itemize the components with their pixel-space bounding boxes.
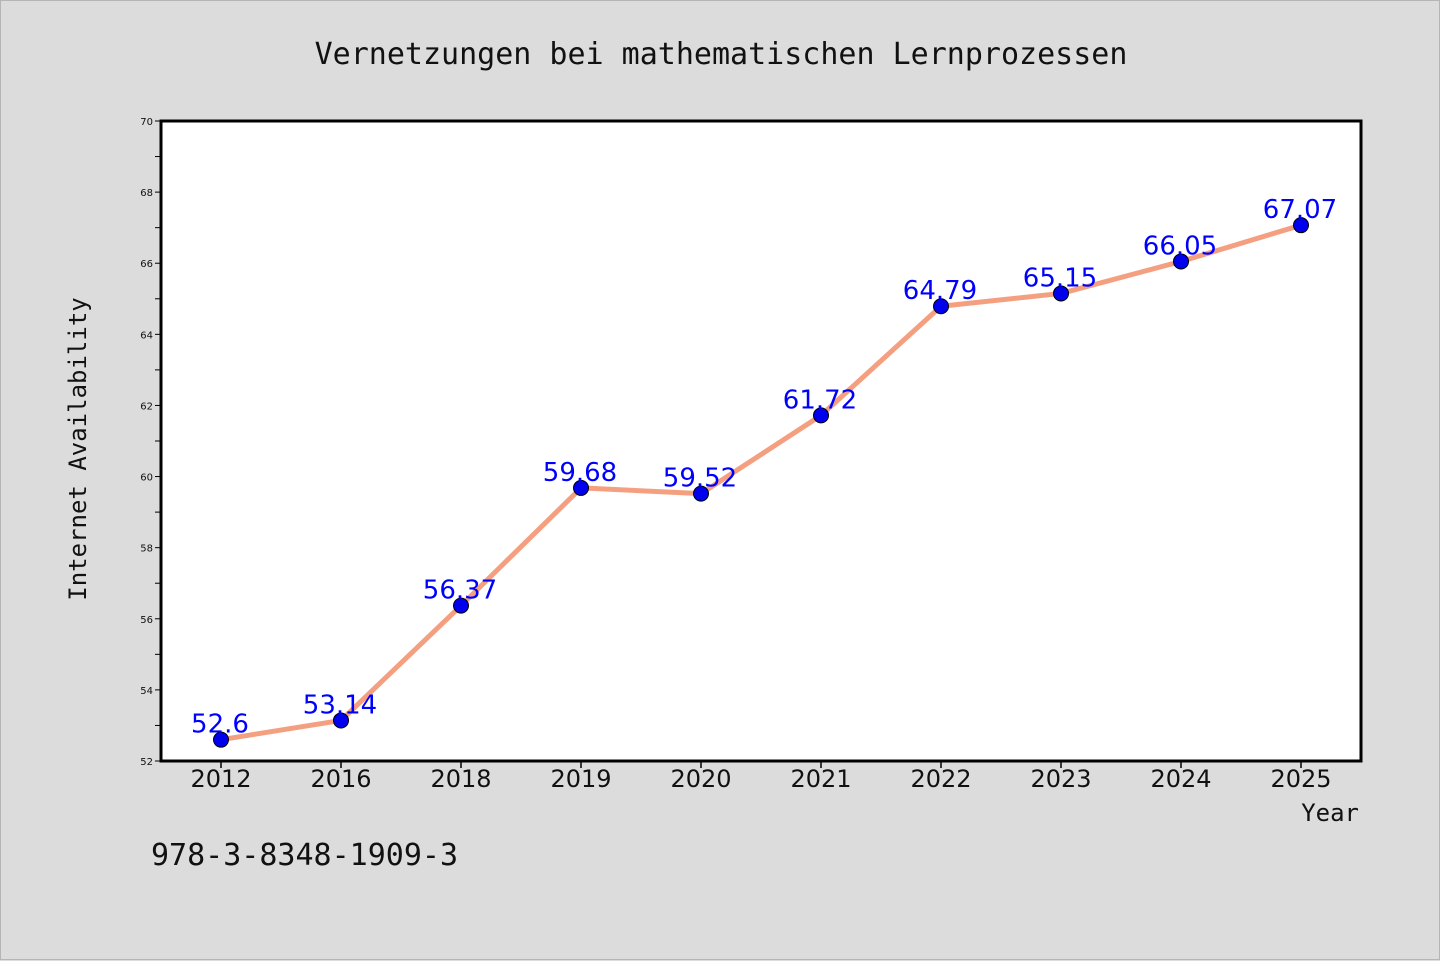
data-labels-group: 52.6 53.14 56.37 59.68 59.52 61.72 64.79 65.15 6… (191, 195, 1337, 739)
data-point (573, 479, 589, 496)
x-tick-label: 2024 (1150, 765, 1211, 793)
data-label: 65.15 (1023, 263, 1097, 293)
x-tick-label: 2018 (430, 765, 491, 793)
data-label: 52.6 (191, 710, 249, 740)
y-axis: 52 54 56 58 60 62 64 66 68 70 (140, 117, 161, 768)
x-tick-label: 2022 (910, 765, 971, 793)
data-point (1173, 253, 1189, 270)
data-label: 64.79 (903, 276, 977, 306)
data-point (213, 731, 229, 748)
series-points-group (213, 217, 1309, 748)
y-tick-label: 70 (140, 117, 153, 128)
data-label: 56.37 (423, 576, 497, 606)
chart-title: Vernetzungen bei mathematischen Lernproz… (315, 37, 1128, 72)
y-tick-label: 68 (140, 188, 153, 199)
data-label: 53.14 (303, 690, 377, 720)
data-label: 59.52 (663, 464, 737, 494)
y-axis-label: Internet Availability (64, 297, 92, 600)
y-tick-label: 58 (140, 544, 153, 555)
x-tick-label: 2023 (1030, 765, 1091, 793)
x-tick-label: 2012 (190, 765, 251, 793)
x-axis-label: Year (1301, 799, 1359, 827)
data-point (453, 597, 469, 614)
data-label: 66.05 (1143, 231, 1217, 261)
y-tick-label: 64 (140, 330, 153, 341)
series-line (218, 222, 1304, 743)
y-tick-label: 60 (140, 473, 153, 484)
plot-border (159, 119, 1363, 763)
x-tick-label: 2021 (790, 765, 851, 793)
data-point (813, 407, 829, 424)
x-tick-label: 2019 (550, 765, 611, 793)
y-tick-label: 52 (140, 757, 153, 768)
data-point (1293, 217, 1309, 234)
x-tick-label: 2016 (310, 765, 371, 793)
series-line-group (218, 222, 1304, 743)
data-point (693, 485, 709, 502)
y-tick-label: 62 (140, 401, 153, 412)
data-label: 61.72 (783, 385, 857, 415)
data-point (1053, 285, 1069, 302)
x-axis: 2012 2016 2018 2019 2020 2021 2022 2023 2024 2025 (190, 761, 1332, 793)
isbn-text: 978-3-8348-1909-3 (151, 838, 458, 873)
data-label: 59.68 (543, 458, 617, 488)
data-label: 67.07 (1263, 195, 1337, 225)
y-tick-label: 66 (140, 259, 153, 270)
y-tick-label: 54 (140, 686, 153, 697)
x-tick-label: 2020 (670, 765, 731, 793)
data-point (933, 298, 949, 315)
y-tick-label: 56 (140, 615, 153, 626)
data-point (333, 712, 349, 729)
x-tick-label: 2025 (1270, 765, 1331, 793)
plot-area (161, 121, 1361, 761)
